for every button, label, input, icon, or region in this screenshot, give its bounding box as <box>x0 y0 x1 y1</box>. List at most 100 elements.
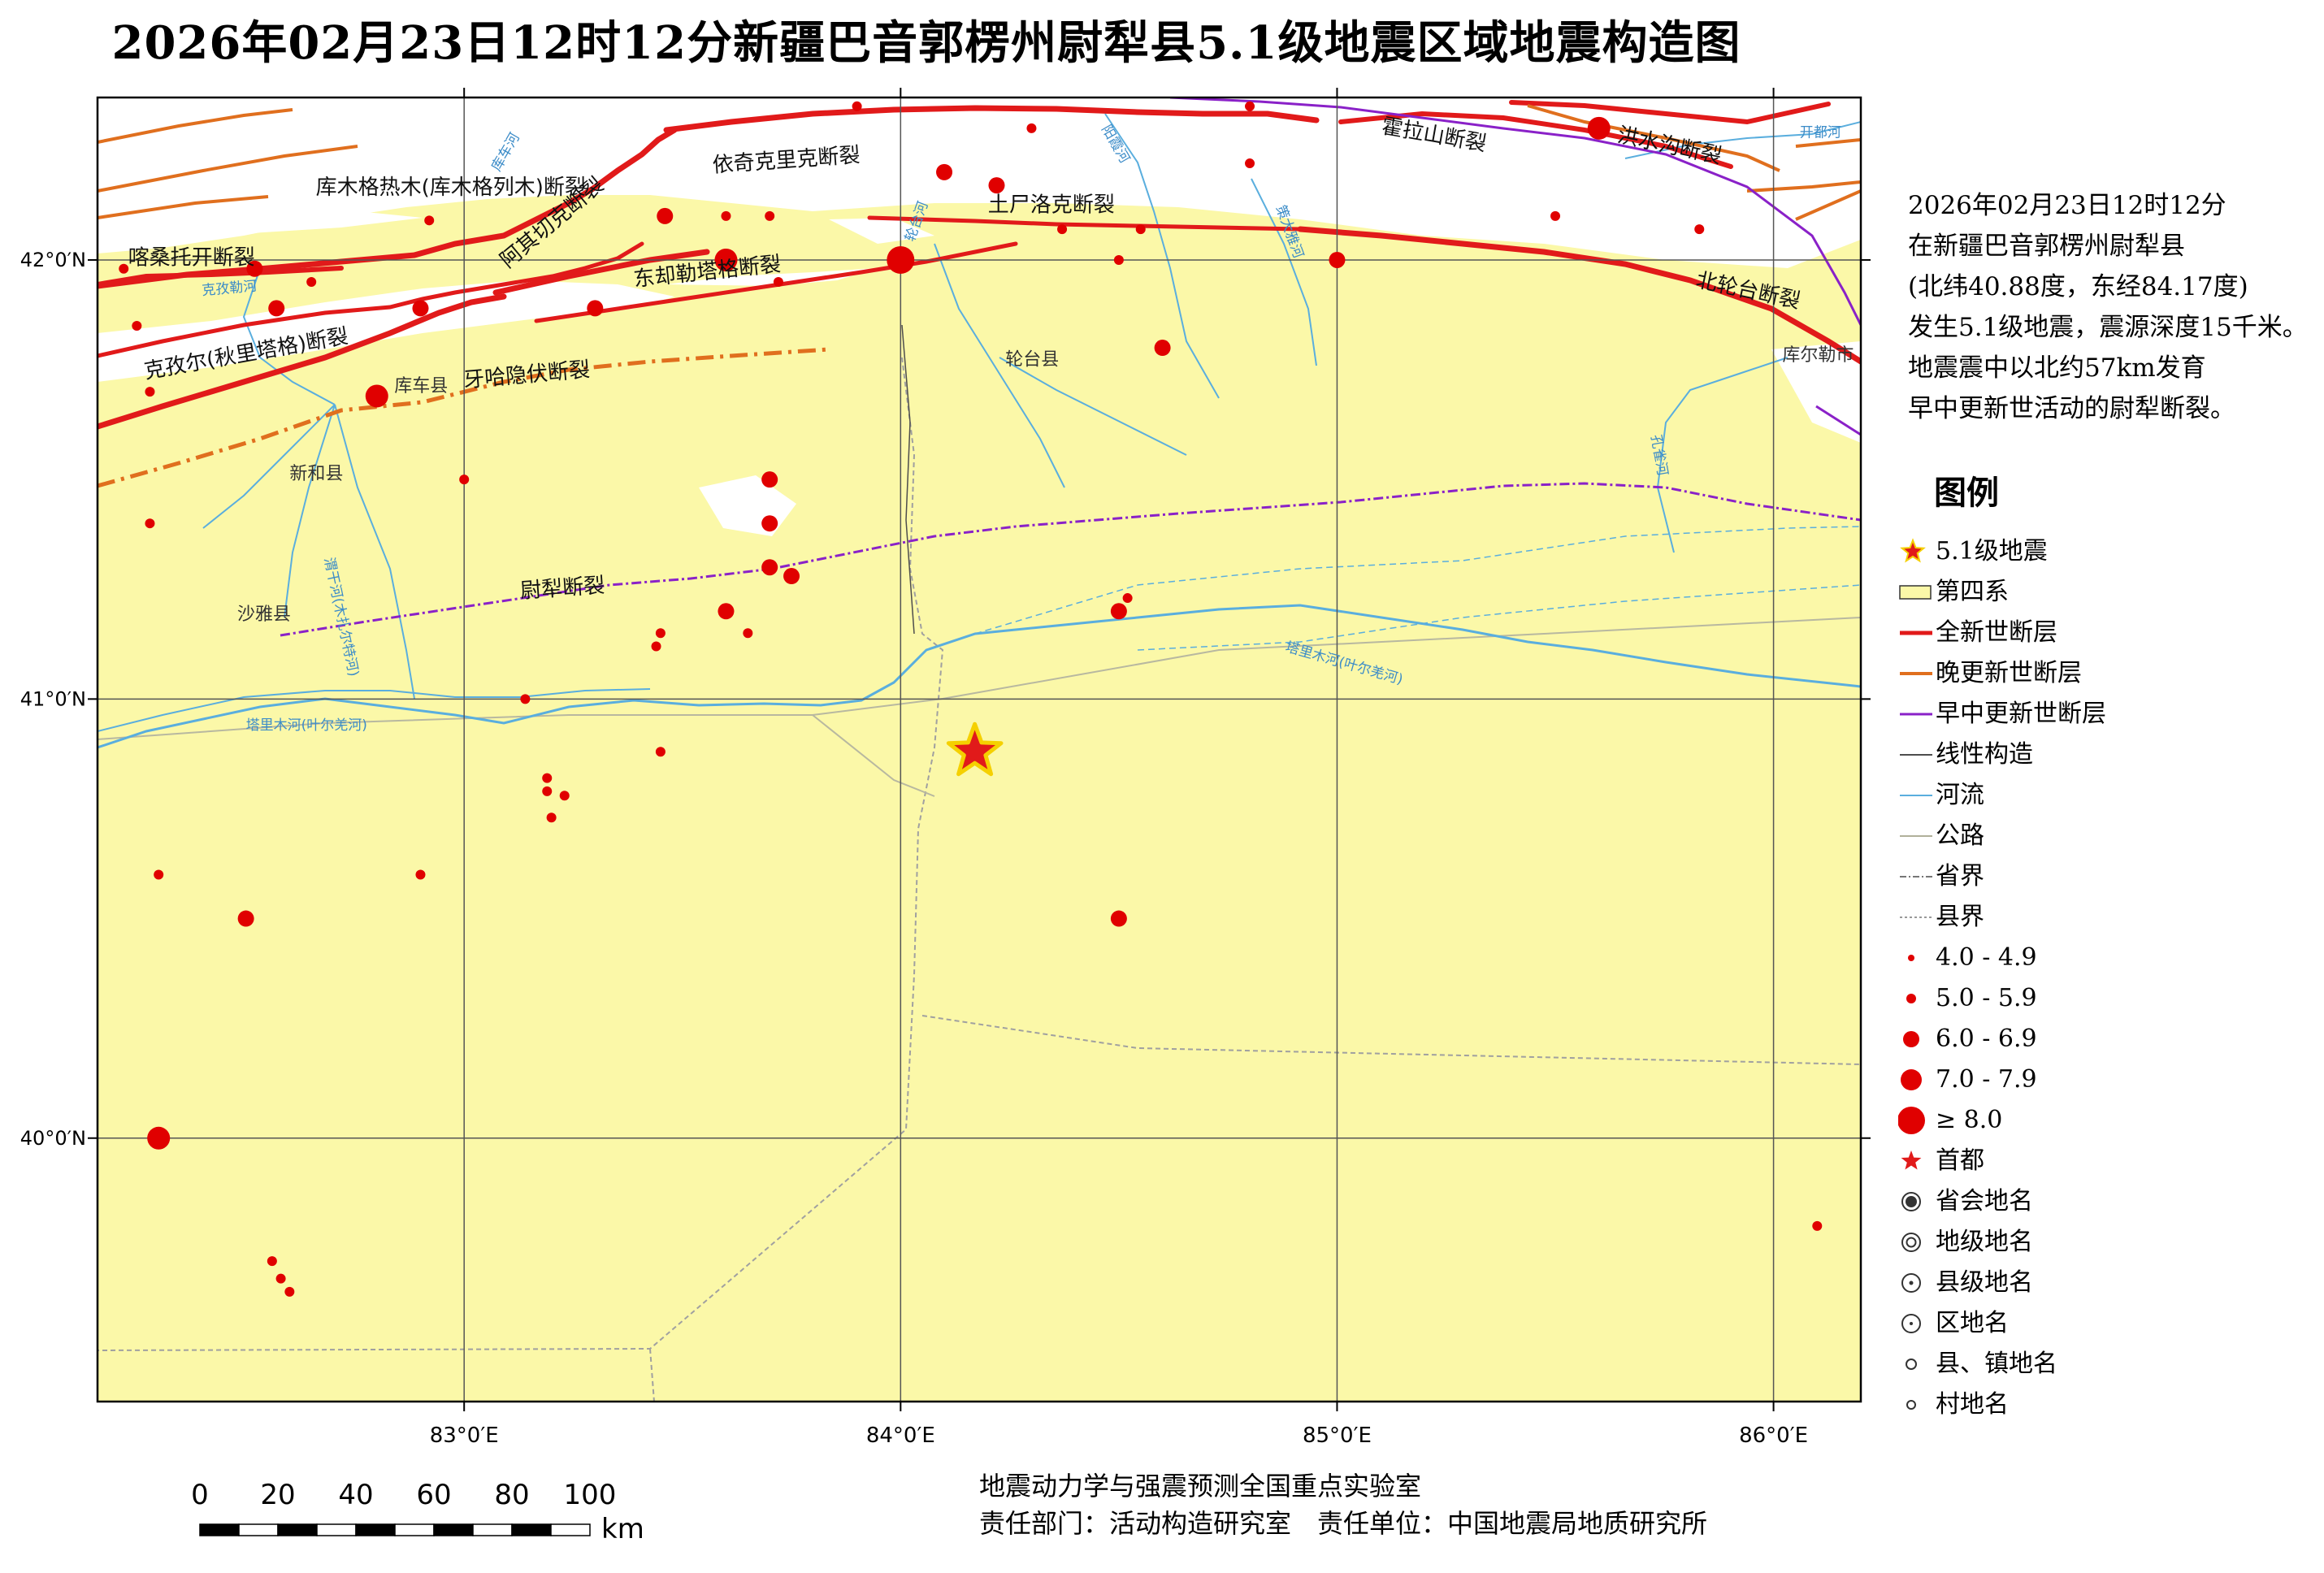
earthquake-marker[interactable] <box>559 791 570 801</box>
earthquake-marker[interactable] <box>415 869 426 880</box>
earthquake-marker[interactable] <box>1329 251 1346 268</box>
earthquake-marker[interactable] <box>761 559 778 576</box>
earthquake-marker[interactable] <box>542 786 553 796</box>
earthquake-marker[interactable] <box>936 163 953 180</box>
legend-symbol-icon <box>1898 531 1936 572</box>
scale-segment <box>316 1523 357 1536</box>
river-label: 开都河 <box>1800 125 1841 141</box>
earthquake-marker[interactable] <box>1245 101 1255 111</box>
legend-label: 4.0 - 4.9 <box>1936 943 2037 972</box>
earthquake-marker[interactable] <box>268 300 285 317</box>
earthquake-marker[interactable] <box>546 812 557 823</box>
earthquake-marker[interactable] <box>587 300 604 317</box>
legend-label: 晚更新世断层 <box>1936 659 2082 687</box>
earthquake-marker[interactable] <box>765 210 775 221</box>
earthquake-marker[interactable] <box>147 1126 171 1150</box>
earthquake-marker[interactable] <box>365 384 388 408</box>
legend-item-star: 5.1级地震 <box>1898 531 2321 572</box>
place-label: 新和县 <box>289 464 343 484</box>
graticule <box>98 98 1861 1402</box>
legend-item-district: 区地名 <box>1898 1303 2321 1344</box>
earthquake-marker[interactable] <box>761 471 778 488</box>
river <box>1251 178 1317 366</box>
info-line: 在新疆巴音郭楞州尉犁县 <box>1908 232 2185 261</box>
earthquake-marker[interactable] <box>852 101 862 111</box>
earthquake-marker[interactable] <box>1110 603 1127 620</box>
legend-symbol-icon <box>1898 1384 1936 1425</box>
earthquake-marker[interactable] <box>246 260 263 277</box>
earthquake-marker[interactable] <box>1122 593 1133 604</box>
earthquake-marker[interactable] <box>154 869 164 880</box>
earthquake-marker[interactable] <box>761 515 778 532</box>
legend-symbol-icon <box>1898 1344 1936 1384</box>
earthquake-marker[interactable] <box>542 773 553 783</box>
earthquake-marker[interactable] <box>132 321 142 332</box>
legend-symbol-icon <box>1898 938 1936 978</box>
lat-tick-label: 42°0′N <box>20 249 86 271</box>
earthquake-marker[interactable] <box>1812 1220 1823 1231</box>
earthquake-marker[interactable] <box>651 641 661 652</box>
river <box>934 243 1065 488</box>
earthquake-marker[interactable] <box>721 210 731 221</box>
legend-label: 首都 <box>1936 1146 1984 1175</box>
earthquake-marker[interactable] <box>714 248 738 271</box>
earthquake-marker[interactable] <box>1110 910 1127 927</box>
earthquake-marker[interactable] <box>306 276 317 287</box>
earthquake-marker[interactable] <box>267 1256 277 1267</box>
earthquake-marker[interactable] <box>237 910 254 927</box>
earthquake-marker[interactable] <box>773 276 783 287</box>
earthquake-marker[interactable] <box>655 628 666 639</box>
legend-label: 早中更新世断层 <box>1936 700 2106 728</box>
earthquake-marker[interactable] <box>145 387 155 397</box>
earthquake-marker[interactable] <box>1550 210 1561 221</box>
earthquake-marker[interactable] <box>284 1286 295 1297</box>
earthquake-marker[interactable] <box>1154 340 1171 357</box>
earthquake-marker[interactable] <box>145 518 155 529</box>
earthquake-marker[interactable] <box>1113 254 1124 265</box>
earthquake-marker[interactable] <box>783 568 800 585</box>
earthquake-marker[interactable] <box>655 747 666 757</box>
legend-label: 省界 <box>1936 862 1984 890</box>
earthquake-marker[interactable] <box>657 207 674 224</box>
earthquake-marker[interactable] <box>520 694 531 704</box>
earthquake-marker[interactable] <box>1587 116 1611 140</box>
bedrock-area <box>98 210 423 240</box>
legend-item-prefecture: 地级地名 <box>1898 1222 2321 1263</box>
earthquake-marker[interactable] <box>119 263 129 274</box>
legend-label: 线性构造 <box>1936 740 2033 769</box>
earthquake-marker[interactable] <box>459 474 470 485</box>
earthquake-marker[interactable] <box>1245 158 1255 169</box>
epicenter-star[interactable] <box>946 722 1004 777</box>
earthquake-marker[interactable] <box>887 245 915 274</box>
lon-tick-label: 84°0′E <box>866 1424 935 1448</box>
scale-tick-label: 100 <box>563 1479 617 1511</box>
bedrock-area <box>1771 341 1861 443</box>
legend-label: 6.0 - 6.9 <box>1936 1025 2037 1053</box>
earthquake-marker[interactable] <box>743 628 753 639</box>
scale-unit: km <box>601 1513 644 1545</box>
earthquake-marker[interactable] <box>1057 224 1068 235</box>
earthquake-marker[interactable] <box>1026 123 1037 133</box>
earthquake-marker[interactable] <box>718 603 735 620</box>
river <box>98 604 1861 749</box>
legend-label: 5.1级地震 <box>1936 537 2048 566</box>
county-boundary <box>649 1348 655 1402</box>
earthquake-marker[interactable] <box>275 1273 286 1284</box>
place-label: 轮台县 <box>1005 350 1059 370</box>
fault-label: 尉犁断裂 <box>519 574 605 604</box>
road <box>98 617 1861 740</box>
earthquake-marker[interactable] <box>1135 224 1146 235</box>
earthquake-marker[interactable] <box>988 177 1005 194</box>
earthquake-marker[interactable] <box>424 215 435 226</box>
earthquake-marker[interactable] <box>412 300 429 317</box>
earthquake-marker[interactable] <box>1694 224 1705 235</box>
legend-item-road: 公路 <box>1898 816 2321 856</box>
lat-tick-label: 41°0′N <box>20 687 86 710</box>
scale-segment <box>433 1523 474 1536</box>
legend-symbol-icon <box>1898 1263 1936 1303</box>
linear-structure <box>901 324 915 635</box>
river <box>202 404 336 529</box>
legend-symbol-icon <box>1898 1222 1936 1263</box>
road <box>812 714 935 797</box>
